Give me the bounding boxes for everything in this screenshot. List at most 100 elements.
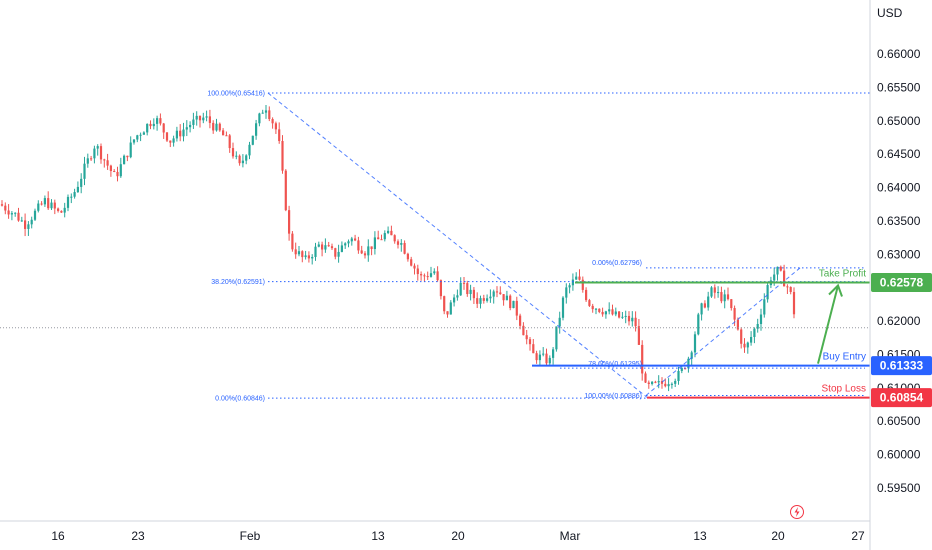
candle-body bbox=[492, 291, 495, 297]
time-tick: 16 bbox=[51, 529, 65, 543]
fib-label: 0.00%(0.60846) bbox=[215, 396, 265, 403]
candle-body bbox=[515, 300, 518, 316]
candle-body bbox=[367, 246, 370, 256]
candle-body bbox=[476, 298, 479, 304]
candle-body bbox=[106, 160, 109, 166]
candle-body bbox=[528, 339, 532, 345]
candle-body bbox=[251, 135, 254, 145]
candle-body bbox=[538, 354, 541, 361]
fib-label: 100.00%(0.65416) bbox=[207, 90, 265, 97]
arrow-icon bbox=[817, 285, 839, 364]
candle-body bbox=[383, 233, 386, 240]
candle-body bbox=[429, 273, 433, 277]
candle-body bbox=[281, 141, 284, 171]
candle-body bbox=[641, 344, 644, 374]
candle-body bbox=[792, 291, 796, 315]
candle-body bbox=[396, 241, 400, 245]
candle-body bbox=[505, 295, 508, 301]
candle-body bbox=[525, 335, 528, 340]
price-tick: 0.63500 bbox=[877, 214, 921, 228]
candle-body bbox=[472, 289, 475, 299]
candle-body bbox=[350, 238, 353, 242]
candle-body bbox=[198, 115, 202, 121]
candle-body bbox=[548, 357, 551, 364]
candle-body bbox=[571, 279, 574, 286]
candle-body bbox=[469, 289, 472, 295]
candle-body bbox=[733, 308, 736, 320]
candle-body bbox=[753, 328, 756, 337]
candle-body bbox=[783, 270, 786, 287]
candle-body bbox=[284, 170, 287, 211]
candle-body bbox=[103, 159, 106, 161]
candle-body bbox=[123, 155, 126, 165]
candle-body bbox=[565, 287, 568, 298]
candle-body bbox=[723, 294, 726, 302]
candle-body bbox=[614, 311, 617, 315]
candle-body bbox=[172, 138, 175, 143]
candle-body bbox=[400, 242, 403, 245]
candle-body bbox=[317, 244, 320, 247]
candle-body bbox=[288, 210, 291, 234]
candle-body bbox=[14, 212, 17, 214]
candle-body bbox=[453, 297, 456, 303]
candle-body bbox=[327, 245, 330, 247]
candle-body bbox=[129, 142, 132, 158]
price-tick: 0.65000 bbox=[877, 114, 921, 128]
candle-body bbox=[40, 203, 43, 205]
candle-body bbox=[621, 316, 624, 318]
buy-entry-price-tag-bg bbox=[871, 356, 932, 376]
candle-body bbox=[119, 164, 122, 177]
candle-body bbox=[555, 326, 558, 350]
candle-body bbox=[222, 130, 225, 136]
candle-body bbox=[185, 127, 188, 130]
candle-body bbox=[0, 204, 4, 206]
candle-body bbox=[585, 289, 588, 301]
candle-body bbox=[581, 279, 584, 290]
drawings: 100.00%(0.65416) 38.20%(0.62591) 0.00%(0.6… bbox=[0, 90, 870, 403]
candle-body bbox=[387, 230, 390, 234]
price-tick: 0.59500 bbox=[877, 481, 921, 495]
candle-body bbox=[192, 119, 195, 125]
candle-body bbox=[380, 239, 383, 241]
candle-body bbox=[710, 287, 713, 297]
lightning-icon[interactable] bbox=[790, 505, 804, 519]
time-tick: 13 bbox=[371, 529, 385, 543]
candle-body bbox=[545, 353, 548, 364]
candle-body bbox=[113, 171, 116, 173]
candle-body bbox=[274, 123, 277, 130]
candle-body bbox=[740, 329, 743, 344]
time-tick: Feb bbox=[240, 529, 261, 543]
candle-body bbox=[611, 309, 614, 315]
arrow-head-icon bbox=[828, 283, 843, 297]
candle-body bbox=[449, 302, 452, 315]
candle-body bbox=[314, 246, 317, 257]
candle-body bbox=[637, 326, 640, 345]
candle-body bbox=[93, 148, 96, 159]
candle-body bbox=[27, 224, 30, 229]
candle-body bbox=[268, 110, 271, 120]
candle-body bbox=[307, 255, 310, 259]
candle-body bbox=[779, 266, 782, 271]
candle-body bbox=[189, 124, 192, 128]
candle-body bbox=[126, 155, 129, 158]
candle-body bbox=[789, 287, 792, 292]
candle-body bbox=[522, 325, 525, 336]
candle-body bbox=[558, 317, 561, 327]
candle-body bbox=[136, 135, 139, 140]
candle-body bbox=[720, 292, 723, 302]
candle-body bbox=[588, 300, 591, 306]
candle-body bbox=[99, 146, 103, 160]
candle-body bbox=[598, 308, 601, 312]
candle-body bbox=[687, 358, 690, 369]
candle-body bbox=[73, 192, 76, 197]
price-tick: 0.65500 bbox=[877, 80, 921, 94]
candle-body bbox=[644, 373, 647, 383]
candle-body bbox=[532, 344, 535, 354]
price-tick: 0.64500 bbox=[877, 147, 921, 161]
candle-body bbox=[195, 115, 198, 120]
candle-body bbox=[634, 317, 637, 327]
candle-body bbox=[43, 198, 46, 205]
candle-body bbox=[271, 119, 274, 124]
time-tick: 20 bbox=[771, 529, 785, 543]
candle-body bbox=[766, 285, 769, 300]
